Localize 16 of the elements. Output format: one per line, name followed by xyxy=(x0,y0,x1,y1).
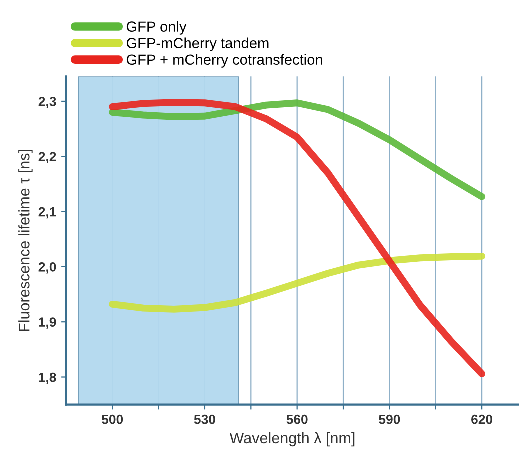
x-tick-label: 530 xyxy=(194,414,216,424)
y-tick-label: 2,2 xyxy=(38,152,56,164)
y-axis-title: Fluorescence lifetime τ [ns] xyxy=(18,150,33,332)
x-axis-title: Wavelength λ [nm] xyxy=(230,432,355,447)
y-tick-label: 2,3 xyxy=(38,97,56,108)
legend-label: GFP + mCherry cotransfection xyxy=(126,54,322,68)
y-tick-label: 2,0 xyxy=(38,262,56,274)
x-tick-label: 620 xyxy=(472,414,493,424)
y-tick-label: 1,9 xyxy=(39,318,56,329)
x-tick-label: 500 xyxy=(102,414,124,424)
y-tick-label: 2,1 xyxy=(38,207,56,219)
y-tick-label: 1,8 xyxy=(39,372,56,384)
legend-label: GFP-mCherry tandem xyxy=(126,38,269,52)
x-tick-label: 560 xyxy=(286,414,308,424)
legend-label: GFP only xyxy=(126,21,187,35)
x-tick-label: 590 xyxy=(379,414,400,424)
